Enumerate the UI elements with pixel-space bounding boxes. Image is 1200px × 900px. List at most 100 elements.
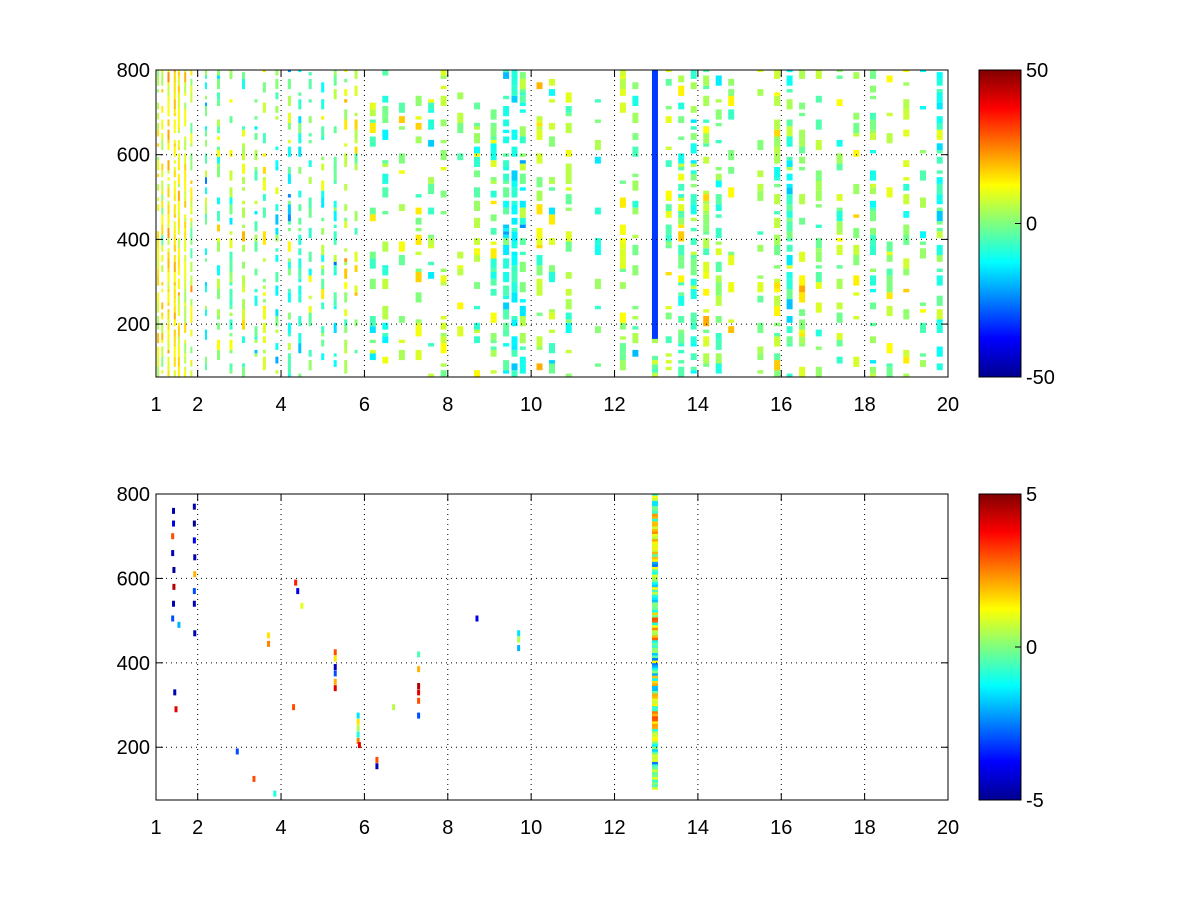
bottom-band-cell [651,543,658,547]
top-heatmap-cell [490,272,497,279]
top-heatmap-cell [369,136,376,147]
top-heatmap-cell [519,89,526,93]
top-heatmap-cell [398,349,405,361]
top-heatmap-cell [920,70,926,73]
top-heatmap-cell [167,329,170,340]
bottom-band-cell [651,551,658,555]
top-heatmap-cell [190,329,193,337]
top-heatmap-cell [886,187,893,198]
top-heatmap-cell [173,92,176,100]
top-heatmap-cell [275,187,279,195]
top-heatmap-cell [565,122,572,134]
top-heatmap-cell [519,251,526,256]
bottom-band-cell [651,513,658,517]
top-heatmap-cell [167,72,170,83]
bottom-band-cell [651,667,658,671]
top-heatmap-cell [173,370,176,377]
bottom-band-cell [651,632,658,636]
top-heatmap-cell [167,129,170,140]
top-heatmap-cell [167,319,170,323]
top-heatmap-cell [190,360,193,364]
top-heatmap-cell [167,143,170,151]
top-heatmap-cell [665,70,672,73]
top-heatmap-cell [298,217,302,225]
top-heatmap-cell [254,288,258,293]
top-heatmap-cell [786,89,793,93]
top-heatmap-cell [853,133,860,137]
top-heatmap-cell [173,272,176,279]
top-heatmap-cell [321,163,325,171]
top-heatmap-cell [815,272,822,283]
top-heatmap-cell [511,217,518,225]
top-heatmap-cell [184,214,187,218]
top-heatmap-cell [177,146,180,150]
top-heatmap-cell [177,177,180,184]
top-heatmap-cell [177,211,180,218]
top-heatmap-cell [157,316,160,320]
top-colorbar-tick-label: 0 [1026,214,1037,236]
top-heatmap-cell [619,282,626,289]
top-heatmap-cell [886,285,893,293]
top-heatmap-cell [440,139,447,144]
top-heatmap-cell [157,366,160,377]
top-heatmap-cell [217,288,220,300]
top-heatmap-cell [815,329,822,337]
top-heatmap-cell [344,309,348,316]
top-heatmap-cell [157,183,160,191]
top-heatmap-cell [936,227,943,232]
top-heatmap-cell [177,366,180,377]
top-heatmap-cell [703,329,710,333]
top-heatmap-cell [382,305,389,313]
top-heatmap-cell [298,116,302,123]
top-heatmap-cell [678,136,685,140]
top-heatmap-cell [678,329,685,333]
bottom-heatmap-cells [171,494,658,797]
top-heatmap-cell [920,302,926,306]
top-heatmap-cell [678,292,685,296]
top-heatmap-cell [632,173,639,178]
top-heatmap-cell [886,275,893,286]
top-heatmap-cell [799,167,806,171]
bottom-heatmap-cell [171,550,175,557]
top-heatmap-cell [262,278,266,283]
top-heatmap-cell [321,156,325,161]
top-heatmap-cell [308,160,312,167]
top-heatmap-cell [308,177,312,184]
top-heatmap-cell [369,214,376,222]
top-heatmap-cell [382,333,389,337]
top-heatmap-cell [190,221,193,228]
top-heatmap-cell [565,312,572,320]
top-heatmap-cell [190,92,193,103]
top-heatmap-cell [703,143,710,147]
top-heatmap-cell [457,302,464,310]
top-heatmap-cell [511,336,518,347]
top-heatmap-cell [619,353,626,361]
top-heatmap-cell [774,360,781,371]
top-xtick-label: 1 [150,394,161,416]
top-heatmap-cell [565,373,572,377]
top-heatmap-cell [157,160,160,171]
top-heatmap-cell [157,333,160,344]
top-heatmap-cell [474,187,480,198]
top-heatmap-cell [936,346,943,357]
bottom-colorbar-tick-label: 0 [1026,637,1037,659]
top-heatmap-cell [205,285,207,293]
top-heatmap-cell [715,122,722,127]
top-heatmap-cell [757,190,764,201]
top-heatmap-cell [177,268,180,276]
top-heatmap-cell [511,187,518,198]
top-heatmap-cell [690,82,697,90]
top-heatmap-cell [440,95,447,106]
top-heatmap-cell [287,333,291,337]
top-colorbar-tick-label: 50 [1026,60,1048,82]
top-heatmap-cell [903,349,910,357]
top-heatmap-cell [308,72,312,76]
top-heatmap-cell [173,119,176,130]
top-heatmap-cell [678,333,685,344]
top-heatmap-cell [262,180,266,191]
top-heatmap-cell [308,251,312,262]
top-heatmap-cell [903,177,910,181]
top-heatmap-cell [167,282,170,289]
